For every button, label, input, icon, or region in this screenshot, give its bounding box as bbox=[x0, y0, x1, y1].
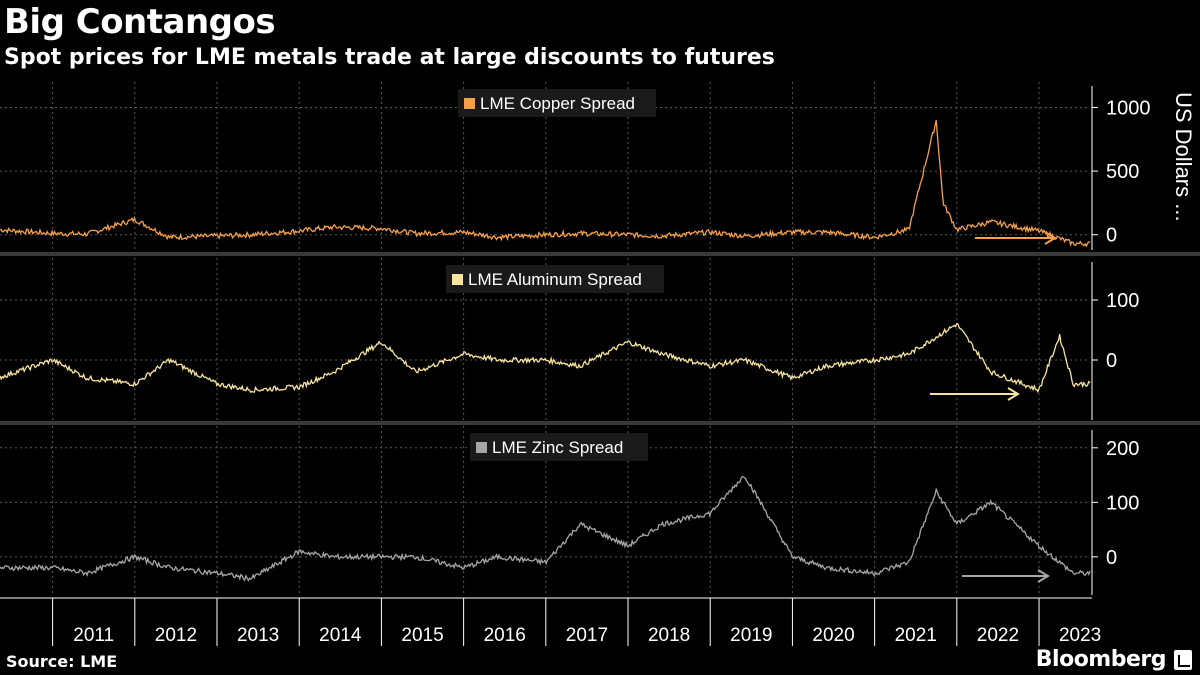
legend-swatch bbox=[464, 98, 475, 109]
x-tick-label: 2011 bbox=[73, 625, 114, 646]
legend-box bbox=[458, 89, 656, 117]
x-tick-label: 2021 bbox=[895, 625, 937, 646]
x-tick-label: 2016 bbox=[484, 625, 526, 646]
chart-subtitle: Spot prices for LME metals trade at larg… bbox=[4, 45, 775, 70]
y-tick-label: 200 bbox=[1106, 438, 1139, 460]
series-line-0 bbox=[0, 120, 1091, 248]
x-tick-label: 2017 bbox=[566, 625, 608, 646]
legend-swatch bbox=[476, 442, 487, 453]
x-tick-label: 2023 bbox=[1059, 625, 1101, 646]
legend-label: LME Zinc Spread bbox=[492, 438, 623, 457]
y-tick-label: 100 bbox=[1106, 290, 1139, 312]
y-tick-label: 0 bbox=[1106, 350, 1117, 372]
y-tick-label: 0 bbox=[1106, 547, 1117, 569]
x-tick-label: 2019 bbox=[730, 625, 772, 646]
y-axis-label: US Dollars ... bbox=[1171, 92, 1196, 222]
y-tick-label: 0 bbox=[1106, 225, 1117, 247]
x-tick-label: 2015 bbox=[401, 625, 443, 646]
trend-arrow-head bbox=[1007, 387, 1020, 401]
x-tick-label: 2013 bbox=[237, 625, 279, 646]
legend-swatch bbox=[452, 274, 463, 285]
x-tick-label: 2022 bbox=[977, 625, 1019, 646]
trend-arrow-head bbox=[1037, 569, 1050, 583]
panel-separator bbox=[0, 252, 1200, 256]
source-note: Source: LME bbox=[6, 652, 118, 671]
y-tick-label: 100 bbox=[1106, 492, 1139, 514]
series-line-1 bbox=[0, 322, 1091, 394]
series-line-2 bbox=[0, 475, 1091, 582]
chart-title: Big Contangos bbox=[4, 2, 276, 42]
legend-box bbox=[446, 265, 664, 293]
legend-label: LME Copper Spread bbox=[480, 94, 635, 113]
legend-box bbox=[470, 433, 648, 461]
x-tick-label: 2012 bbox=[155, 625, 197, 646]
brand-logo: Bloomberg bbox=[1035, 647, 1167, 672]
panel-separator bbox=[0, 421, 1200, 425]
legend-label: LME Aluminum Spread bbox=[468, 270, 642, 289]
x-tick-label: 2014 bbox=[319, 625, 362, 646]
trend-arrow-head bbox=[1044, 231, 1057, 245]
x-tick-label: 2018 bbox=[648, 625, 690, 646]
brand-badge-icon bbox=[1174, 650, 1192, 670]
y-tick-label: 1000 bbox=[1106, 97, 1151, 119]
x-tick-label: 2020 bbox=[812, 625, 854, 646]
y-tick-label: 500 bbox=[1106, 161, 1139, 183]
